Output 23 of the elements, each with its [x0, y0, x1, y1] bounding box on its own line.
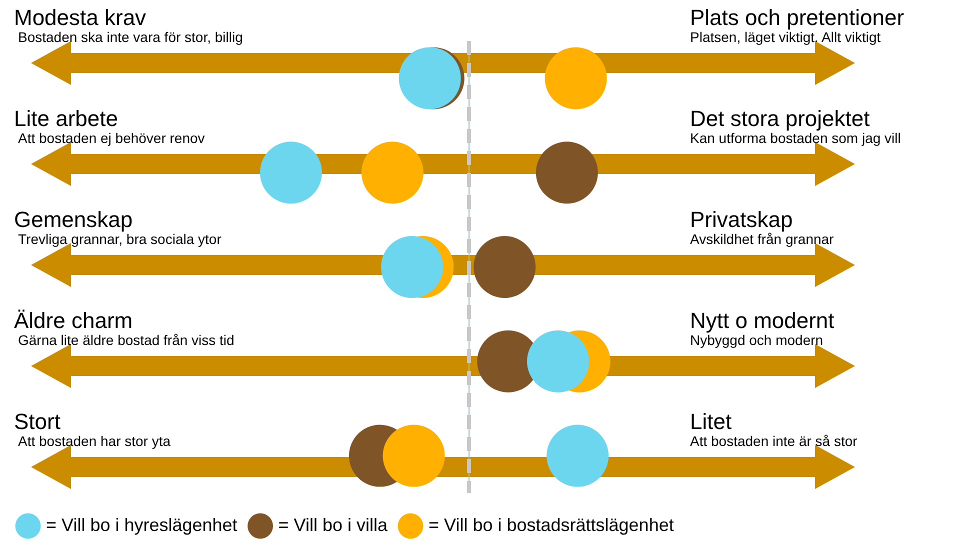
text: Plats och pretentioner: [690, 5, 904, 30]
text: Nytt o modernt: [690, 308, 834, 333]
text: Platsen, läget viktigt. Allt viktigt: [690, 29, 881, 45]
text: Det stora projektet: [690, 106, 870, 131]
legend-label: = Vill bo i hyreslägenhet: [46, 514, 238, 535]
text: Nybyggd och modern: [690, 332, 824, 348]
text: Att bostaden har stor yta: [18, 433, 172, 449]
text: Trevliga grannar, bra sociala ytor: [18, 231, 222, 247]
y-tick-label: Lite arbete: [14, 106, 118, 131]
y-tick-label: Äldre charm: [14, 308, 133, 333]
text: Gärna lite äldre bostad från viss tid: [18, 332, 236, 348]
text: Kan utforma bostaden som jag vill: [690, 130, 902, 146]
text: Privatskap: [690, 207, 793, 232]
y-tick-label: Gemenskap: [14, 207, 133, 232]
y-tick-label: Modesta krav: [14, 5, 146, 30]
legend-label: = Vill bo i villa: [278, 514, 389, 535]
y-tick-label: Stort: [14, 409, 60, 434]
text: Avskildhet från grannar: [690, 231, 835, 247]
text: Bostaden ska inte vara för stor, billig: [18, 29, 244, 45]
text: Att bostaden inte är så stor: [690, 433, 858, 449]
text: Att bostaden ej behöver renov: [18, 130, 206, 146]
text: Litet: [690, 409, 732, 434]
legend-label: = Vill bo i bostadsrättslägenhet: [428, 514, 674, 535]
